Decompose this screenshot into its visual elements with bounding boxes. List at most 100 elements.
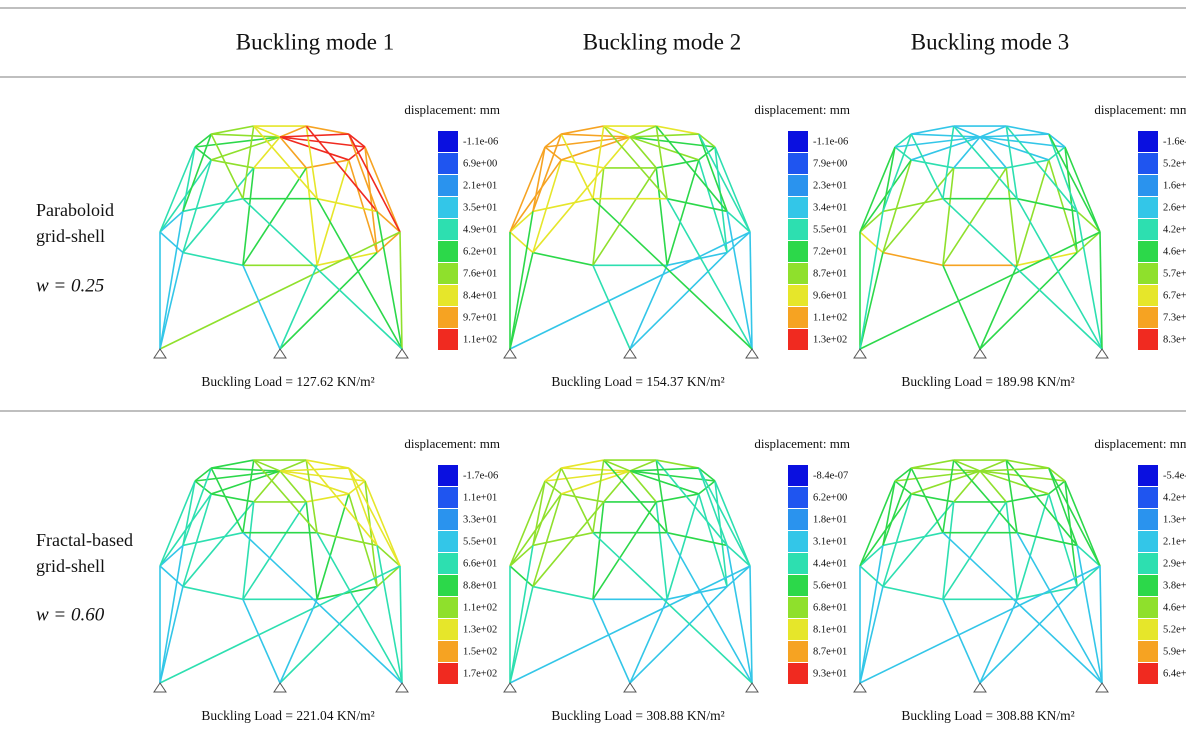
support xyxy=(974,349,986,358)
legend-swatch xyxy=(1138,175,1158,196)
member xyxy=(533,481,545,545)
row-label: Fractal-based xyxy=(36,530,133,550)
legend-swatch xyxy=(788,131,808,152)
legend-label: 6.8e+01 xyxy=(813,602,847,613)
row-label: Paraboloid xyxy=(36,200,114,220)
member xyxy=(183,533,243,546)
member xyxy=(317,160,349,265)
legend-swatch xyxy=(1138,663,1158,684)
legend-label: 1.1e+01 xyxy=(463,492,497,503)
member xyxy=(1017,160,1049,265)
member xyxy=(400,566,402,683)
support xyxy=(624,683,636,692)
member xyxy=(211,134,280,137)
support xyxy=(274,683,286,692)
legend-label: 9.3e+01 xyxy=(813,668,847,679)
member xyxy=(160,566,400,683)
legend-swatch xyxy=(788,153,808,174)
member xyxy=(980,599,1017,683)
member xyxy=(400,232,402,349)
legend-label: 4.2e+01 xyxy=(1163,224,1186,235)
member xyxy=(561,468,630,471)
legend-swatch xyxy=(438,509,458,530)
legend-swatch xyxy=(1138,263,1158,284)
legend-label: 3.5e+01 xyxy=(463,202,497,213)
legend-swatch xyxy=(1138,131,1158,152)
member xyxy=(317,587,377,600)
legend-swatch xyxy=(438,597,458,618)
member xyxy=(211,468,280,471)
legend-swatch xyxy=(438,575,458,596)
grid-shell-drawing xyxy=(504,126,758,358)
legend-label: 9.7e+01 xyxy=(463,312,497,323)
legend-label: 6.2e+01 xyxy=(463,246,497,257)
legend-swatch xyxy=(788,307,808,328)
legend-swatch xyxy=(438,619,458,640)
legend-label: 5.6e+01 xyxy=(813,580,847,591)
legend-label: 5.5e+01 xyxy=(813,224,847,235)
legend-label: 8.3e+01 xyxy=(1163,334,1186,345)
legend-swatch xyxy=(788,509,808,530)
legend-swatch xyxy=(1138,619,1158,640)
legend-label: 4.4e+01 xyxy=(813,558,847,569)
legend-label: 6.6e+01 xyxy=(463,558,497,569)
legend-label: 1.5e+02 xyxy=(463,646,497,657)
member xyxy=(561,460,604,468)
member xyxy=(317,494,349,599)
legend-label: 3.8e+01 xyxy=(1163,580,1186,591)
column-header: Buckling mode 3 xyxy=(911,29,1069,54)
legend-title: displacement: mm xyxy=(404,102,500,117)
member xyxy=(1100,232,1102,349)
support xyxy=(396,349,408,358)
support xyxy=(154,683,166,692)
legend-label: 2.6e+01 xyxy=(1163,202,1186,213)
legend-label: 8.7e+01 xyxy=(813,268,847,279)
legend-label: -1.1e-06 xyxy=(463,136,498,147)
legend-swatch xyxy=(438,663,458,684)
legend-swatch xyxy=(438,263,458,284)
member xyxy=(1017,587,1077,600)
column-header: Buckling mode 2 xyxy=(583,29,741,54)
legend-label: 5.5e+01 xyxy=(463,536,497,547)
member xyxy=(667,199,752,349)
legend-title: displacement: mm xyxy=(404,436,500,451)
row-parameter: w = 0.25 xyxy=(36,275,104,296)
member xyxy=(1017,253,1077,266)
member xyxy=(667,494,699,599)
legend-swatch xyxy=(788,531,808,552)
legend-swatch xyxy=(1138,641,1158,662)
member xyxy=(1017,494,1049,599)
grid-shell-drawing xyxy=(154,126,408,358)
legend-swatch xyxy=(788,575,808,596)
legend-swatch xyxy=(438,641,458,662)
member xyxy=(860,211,883,349)
member xyxy=(860,253,883,349)
legend-swatch xyxy=(438,307,458,328)
support xyxy=(154,349,166,358)
grid-shell-drawing xyxy=(854,126,1108,358)
legend-swatch xyxy=(1138,553,1158,574)
legend-swatch xyxy=(788,263,808,284)
legend-label: 1.1e+02 xyxy=(463,334,497,345)
member xyxy=(860,232,1100,349)
member xyxy=(510,587,533,683)
member xyxy=(630,599,667,683)
legend-swatch xyxy=(788,663,808,684)
grid-shell-drawing xyxy=(854,460,1108,692)
member xyxy=(160,211,183,349)
member xyxy=(667,160,699,265)
support xyxy=(1096,349,1108,358)
legend-swatch xyxy=(788,329,808,350)
member xyxy=(1100,566,1102,683)
legend-swatch xyxy=(1138,307,1158,328)
legend-swatch xyxy=(438,219,458,240)
grid-shell-drawing xyxy=(154,460,408,692)
member xyxy=(533,199,593,212)
legend-label: 4.6e+01 xyxy=(1163,246,1186,257)
legend-label: -8.4e-07 xyxy=(813,470,848,481)
member xyxy=(183,147,195,211)
member xyxy=(911,134,980,137)
member xyxy=(280,265,317,349)
member xyxy=(533,533,593,546)
member xyxy=(211,126,254,134)
